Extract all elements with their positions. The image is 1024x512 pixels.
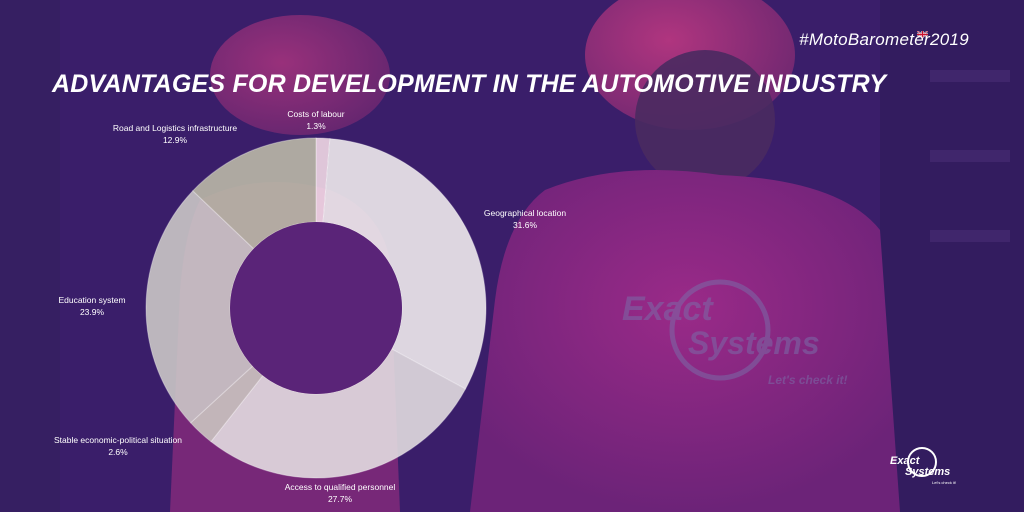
shirt-logo: Exact Systems Let's check it! [622, 279, 848, 387]
shirt-right [470, 170, 900, 512]
value-label-costs-of-labour: 1.3% [306, 121, 326, 131]
exact-systems-logo: Exact Systems Let's check it! [890, 447, 956, 485]
value-label-stable-economic-political-situation: 2.6% [108, 447, 128, 457]
svg-text:Systems: Systems [688, 325, 820, 361]
slice-labels: Costs of labour 1.3% Geographical location… [54, 109, 566, 504]
svg-text:Exact: Exact [890, 455, 921, 467]
value-label-geographical-location: 31.6% [513, 220, 538, 230]
svg-text:Let's check it!: Let's check it! [768, 373, 848, 387]
helmet-left [210, 15, 390, 135]
category-label-stable-economic-political-situation: Stable economic-political situation [54, 435, 182, 445]
value-label-education-system: 23.9% [80, 307, 105, 317]
category-label-education-system: Education system [58, 295, 125, 305]
hashtag: #MotoBarometer2019 [799, 30, 969, 49]
donut-slices [145, 137, 487, 479]
category-label-road-and-logistics-infrastructure: Road and Logistics infrastructure [113, 123, 238, 133]
category-label-access-to-qualified-personnel: Access to qualified personnel [285, 482, 396, 492]
svg-text:Systems: Systems [905, 466, 950, 478]
category-label-costs-of-labour: Costs of labour [287, 109, 344, 119]
svg-text:Exact: Exact [622, 290, 714, 328]
donut-hole [230, 222, 402, 394]
value-label-access-to-qualified-personnel: 27.7% [328, 494, 353, 504]
chart-title: ADVANTAGES FOR DEVELOPMENT IN THE AUTOMO… [52, 70, 887, 98]
svg-text:Let's check it!: Let's check it! [932, 480, 956, 485]
uk-flag-icon [916, 25, 929, 39]
value-label-road-and-logistics-infrastructure: 12.9% [163, 135, 188, 145]
category-label-geographical-location: Geographical location [484, 208, 566, 218]
